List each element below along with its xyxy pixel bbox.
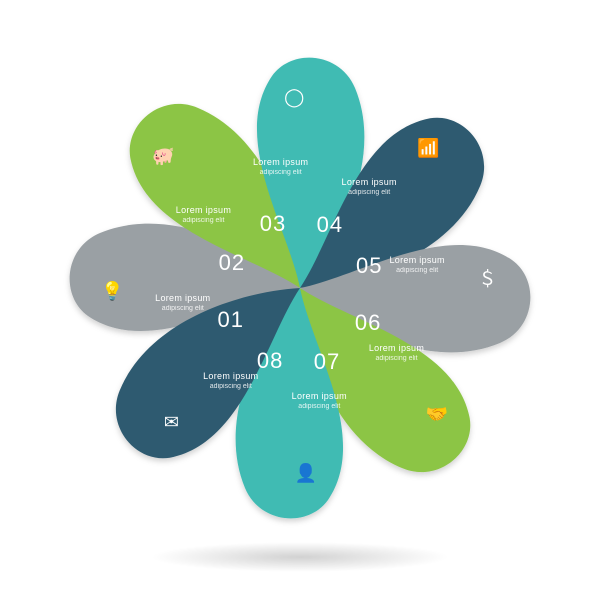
infographic-pinwheel: Lorem ipsumadipiscing elit01💡Lorem ipsum… [0, 0, 600, 600]
petals-svg [0, 0, 600, 600]
